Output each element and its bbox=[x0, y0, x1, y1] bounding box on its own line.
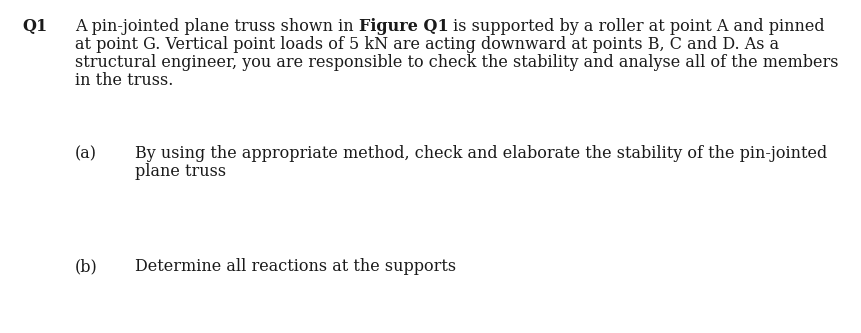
Text: A pin-jointed plane truss shown in: A pin-jointed plane truss shown in bbox=[75, 18, 358, 35]
Text: structural engineer, you are responsible to check the stability and analyse all : structural engineer, you are responsible… bbox=[75, 54, 838, 71]
Text: Figure Q1: Figure Q1 bbox=[358, 18, 448, 35]
Text: at point G. Vertical point loads of 5 kN are acting downward at points B, C and : at point G. Vertical point loads of 5 kN… bbox=[75, 36, 778, 53]
Text: in the truss.: in the truss. bbox=[75, 72, 173, 89]
Text: (b): (b) bbox=[75, 258, 97, 275]
Text: (a): (a) bbox=[75, 145, 97, 162]
Text: is supported by a roller at point A and pinned: is supported by a roller at point A and … bbox=[448, 18, 824, 35]
Text: Q1: Q1 bbox=[22, 18, 47, 35]
Text: plane truss: plane truss bbox=[135, 163, 226, 180]
Text: Determine all reactions at the supports: Determine all reactions at the supports bbox=[135, 258, 455, 275]
Text: By using the appropriate method, check and elaborate the stability of the pin-jo: By using the appropriate method, check a… bbox=[135, 145, 827, 162]
